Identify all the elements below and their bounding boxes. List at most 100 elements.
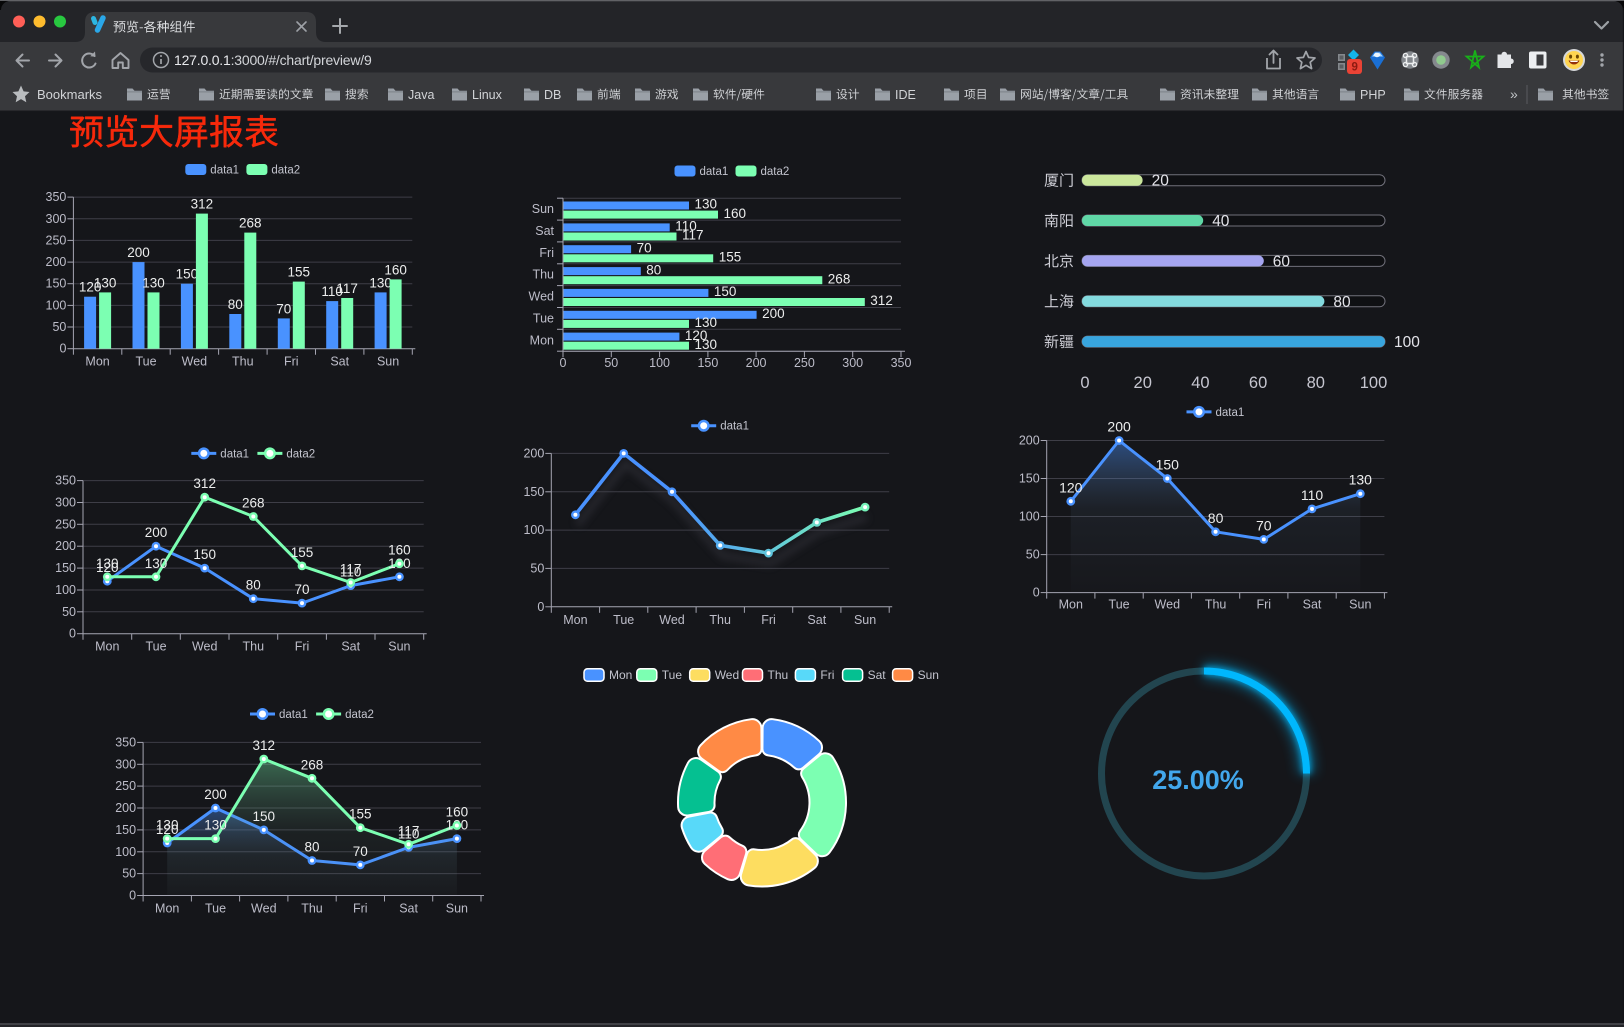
svg-text:0: 0 (59, 342, 66, 356)
svg-text:Wed: Wed (715, 668, 739, 682)
svg-text:Mon: Mon (530, 333, 554, 347)
svg-text:110: 110 (675, 219, 697, 234)
svg-text:data1: data1 (279, 709, 308, 721)
svg-text:268: 268 (828, 271, 851, 286)
svg-text:Bookmarks: Bookmarks (37, 87, 103, 102)
svg-text:Wed: Wed (529, 290, 555, 304)
svg-text:200: 200 (115, 801, 136, 815)
svg-text:50: 50 (1026, 548, 1040, 562)
svg-text:100: 100 (115, 845, 136, 859)
svg-text:Tue: Tue (135, 355, 156, 369)
svg-text:200: 200 (127, 245, 150, 260)
svg-text:160: 160 (384, 262, 407, 277)
svg-text:Sun: Sun (918, 668, 939, 682)
svg-text:100: 100 (46, 298, 67, 312)
svg-text:80: 80 (228, 297, 243, 312)
svg-text:IDE: IDE (895, 88, 916, 102)
svg-text:200: 200 (46, 255, 67, 269)
svg-text:Thu: Thu (532, 268, 554, 282)
svg-text:60: 60 (1273, 253, 1291, 270)
svg-text:50: 50 (62, 605, 76, 619)
svg-text:70: 70 (1256, 517, 1272, 533)
svg-text:350: 350 (55, 474, 76, 488)
svg-text:40: 40 (1191, 374, 1209, 392)
svg-text:268: 268 (242, 496, 265, 511)
svg-text:117: 117 (398, 823, 420, 838)
svg-text:200: 200 (762, 306, 785, 321)
svg-text:40: 40 (1212, 213, 1230, 230)
svg-text:120: 120 (685, 328, 708, 343)
svg-text:Sun: Sun (446, 902, 468, 916)
svg-text:100: 100 (1394, 334, 1420, 351)
svg-text:250: 250 (46, 233, 67, 247)
svg-text:9: 9 (1351, 62, 1357, 74)
svg-text:80: 80 (1208, 510, 1224, 526)
svg-text:120: 120 (79, 280, 102, 295)
svg-text:Fri: Fri (353, 902, 368, 916)
svg-text:Tue: Tue (1109, 598, 1130, 612)
svg-text:50: 50 (530, 561, 544, 575)
svg-text:80: 80 (1333, 294, 1351, 311)
svg-text:200: 200 (523, 446, 544, 460)
svg-text:150: 150 (1156, 457, 1180, 473)
svg-text:130: 130 (369, 275, 392, 290)
svg-text:110: 110 (398, 826, 420, 841)
svg-text:150: 150 (176, 267, 199, 282)
svg-text:350: 350 (115, 735, 136, 749)
svg-text:150: 150 (1019, 472, 1040, 486)
svg-text:130: 130 (695, 337, 718, 352)
svg-text:Fri: Fri (761, 613, 776, 627)
svg-text:20: 20 (1134, 374, 1152, 392)
svg-text:130: 130 (142, 275, 165, 290)
svg-text:110: 110 (1301, 487, 1324, 503)
svg-text:Wed: Wed (182, 355, 208, 369)
svg-text:200: 200 (55, 539, 76, 553)
svg-text:Tue: Tue (145, 640, 166, 654)
svg-text:117: 117 (682, 228, 704, 243)
svg-text:200: 200 (1019, 434, 1040, 448)
svg-text:0: 0 (1033, 586, 1040, 600)
svg-text:0: 0 (69, 627, 76, 641)
svg-text:0: 0 (129, 889, 136, 903)
svg-text:Thu: Thu (1205, 598, 1227, 612)
svg-text:Mon: Mon (563, 613, 587, 627)
svg-text:25.00%: 25.00% (1152, 765, 1244, 795)
svg-text:160: 160 (724, 206, 747, 221)
svg-text:Fri: Fri (539, 246, 554, 260)
svg-text:80: 80 (246, 578, 261, 593)
svg-text:110: 110 (340, 565, 362, 580)
svg-text:Sun: Sun (388, 640, 410, 654)
svg-text:268: 268 (301, 757, 324, 772)
svg-text:Sat: Sat (807, 613, 826, 627)
svg-text:Sat: Sat (330, 355, 349, 369)
svg-text:data1: data1 (210, 165, 239, 177)
svg-text:155: 155 (291, 545, 314, 560)
svg-text:DB: DB (544, 88, 561, 102)
svg-text:100: 100 (1360, 374, 1388, 392)
svg-text:Java: Java (408, 88, 434, 102)
svg-text:50: 50 (604, 356, 618, 370)
svg-text:Sat: Sat (535, 224, 554, 238)
svg-text:Mon: Mon (85, 355, 109, 369)
svg-text:350: 350 (46, 190, 67, 204)
svg-text:PHP: PHP (1360, 88, 1386, 102)
svg-text:150: 150 (55, 561, 76, 575)
svg-text:130: 130 (96, 556, 119, 571)
svg-text:70: 70 (294, 582, 309, 597)
svg-text:Mon: Mon (155, 902, 179, 916)
svg-text:Linux: Linux (472, 88, 503, 102)
svg-text:130: 130 (695, 315, 718, 330)
svg-text:130: 130 (204, 818, 227, 833)
svg-text:Fri: Fri (820, 668, 834, 682)
svg-text:117: 117 (340, 562, 362, 577)
svg-text:117: 117 (336, 281, 358, 296)
svg-text:80: 80 (646, 262, 661, 277)
svg-text:155: 155 (288, 265, 311, 280)
svg-text:Wed: Wed (659, 613, 685, 627)
svg-text:150: 150 (193, 547, 216, 562)
svg-text:0: 0 (560, 356, 567, 370)
svg-text:Thu: Thu (301, 902, 323, 916)
svg-text:250: 250 (55, 517, 76, 531)
svg-text:150: 150 (115, 823, 136, 837)
svg-text:300: 300 (46, 212, 67, 226)
